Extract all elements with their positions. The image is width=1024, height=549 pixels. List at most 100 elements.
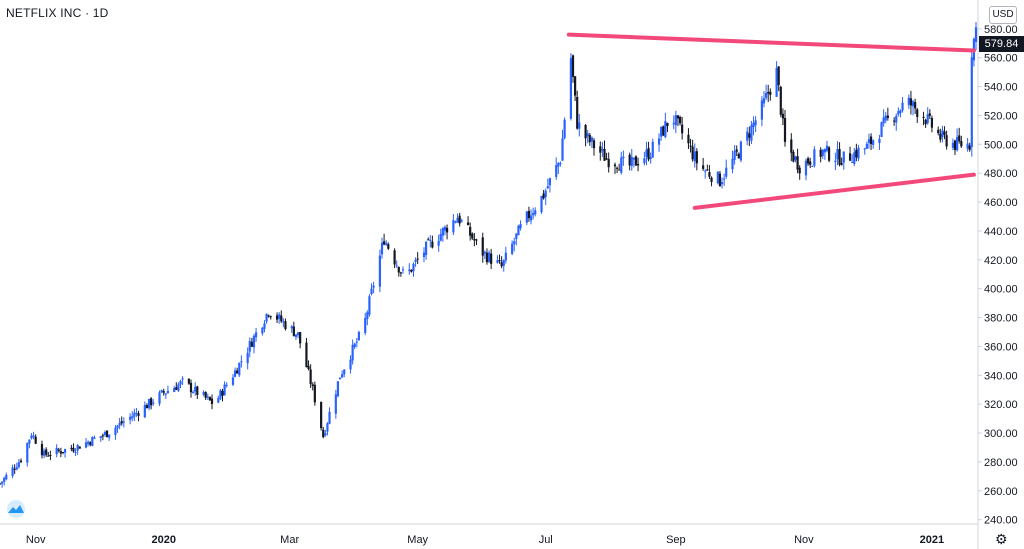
candle [380, 237, 384, 259]
candle [723, 173, 726, 186]
candle [452, 214, 455, 236]
candle [966, 138, 969, 152]
candle [500, 256, 503, 269]
candle [622, 150, 625, 166]
candle [72, 443, 75, 453]
candle-series [0, 22, 978, 488]
candle [181, 376, 184, 385]
candle [322, 426, 325, 439]
candle [320, 401, 323, 431]
candle [842, 151, 845, 170]
candle [324, 429, 327, 437]
gear-icon[interactable]: ⚙ [995, 531, 1008, 547]
candle [11, 464, 14, 479]
candle [378, 249, 382, 293]
candle [548, 177, 552, 193]
trendline[interactable] [692, 172, 976, 210]
candle [851, 154, 854, 163]
candle [162, 388, 165, 396]
candle [930, 115, 934, 133]
candle [78, 446, 81, 449]
candle [410, 269, 413, 273]
candle [87, 440, 90, 447]
candle [731, 150, 734, 174]
candle [393, 248, 396, 269]
candle [19, 458, 23, 464]
candle [202, 390, 205, 397]
candle [974, 22, 978, 51]
y-tick-label: 380.00 [984, 313, 1018, 325]
candle [527, 206, 531, 222]
candle [880, 121, 883, 138]
candle [882, 109, 885, 127]
candle [718, 170, 722, 187]
candle [175, 382, 178, 391]
candle [343, 369, 346, 378]
candle [529, 209, 533, 225]
candle [427, 237, 430, 241]
candle [504, 246, 507, 264]
candle [909, 90, 913, 115]
candle [561, 129, 564, 161]
candle [368, 294, 371, 317]
candle [179, 379, 182, 389]
candle [794, 155, 797, 163]
candle [897, 107, 900, 117]
y-tick-label: 400.00 [984, 284, 1018, 296]
candle [513, 237, 516, 252]
candle [956, 128, 959, 152]
candle [534, 207, 537, 217]
candle [651, 138, 654, 159]
candle [189, 379, 193, 398]
candle [937, 126, 940, 136]
candle [441, 227, 444, 242]
candle [408, 263, 411, 275]
trendline[interactable] [566, 32, 976, 53]
candle [280, 310, 283, 323]
candle [578, 113, 581, 137]
candle [475, 238, 478, 246]
candle [0, 482, 2, 485]
candle [645, 141, 648, 166]
candle [834, 152, 837, 171]
candle [399, 271, 402, 277]
candle [429, 235, 432, 248]
candle [150, 397, 153, 410]
candle [941, 125, 944, 143]
candle [437, 234, 440, 252]
candle [210, 394, 214, 410]
candle [498, 254, 501, 264]
candle [84, 438, 88, 449]
candle [855, 143, 858, 162]
candle [284, 318, 287, 331]
candle [555, 157, 558, 180]
candle [47, 451, 50, 457]
candle [857, 144, 860, 162]
candle [487, 250, 491, 264]
candle [590, 136, 593, 149]
currency-button[interactable]: USD [989, 6, 1017, 24]
candle [192, 390, 195, 394]
candle [471, 232, 474, 240]
candle [706, 164, 709, 171]
candle [137, 410, 140, 422]
candle [357, 330, 361, 342]
y-tick-label: 300.00 [984, 428, 1018, 440]
candle [70, 444, 73, 452]
candle [806, 156, 810, 166]
candle [120, 416, 123, 426]
candle [63, 448, 67, 458]
candle [108, 434, 111, 441]
candle [485, 248, 489, 265]
x-tick-label: Mar [280, 534, 299, 546]
candle [290, 325, 293, 333]
candle [750, 121, 753, 145]
candle [496, 255, 499, 264]
candle [907, 94, 910, 109]
candle [813, 146, 816, 168]
tradingview-logo-icon[interactable] [5, 500, 27, 518]
y-tick-label: 440.00 [984, 226, 1018, 238]
y-tick-label: 260.00 [984, 486, 1018, 498]
candle [704, 169, 707, 179]
